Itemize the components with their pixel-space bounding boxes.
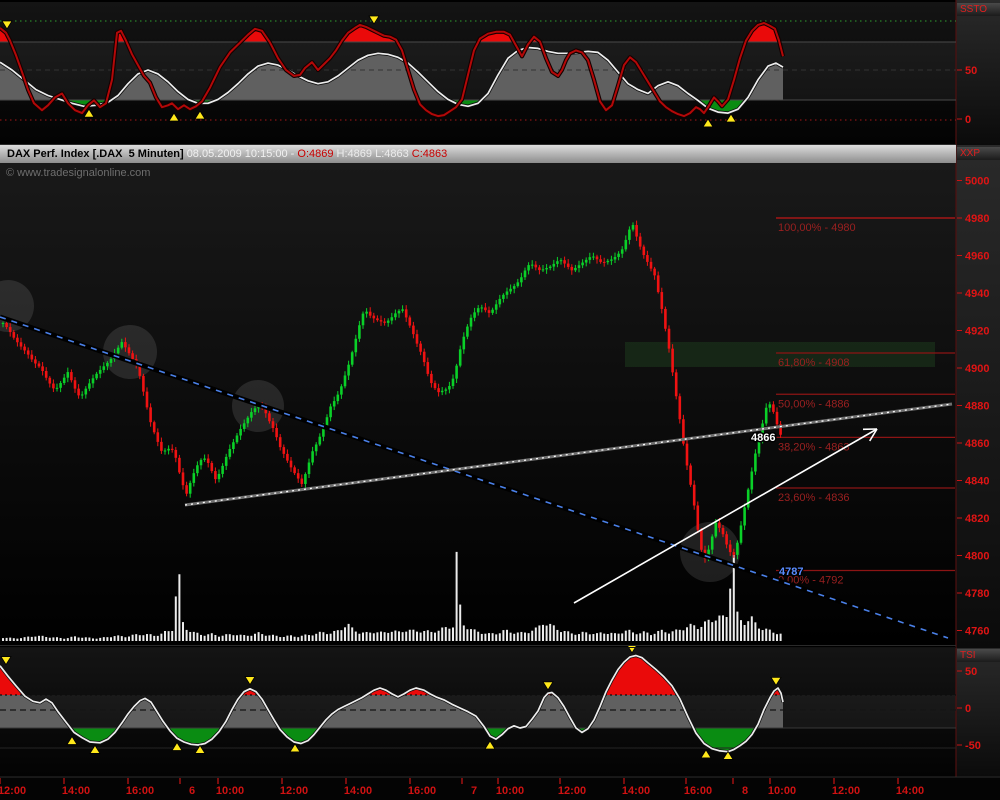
ssto-panel — [0, 15, 956, 128]
panel-header-ssto: SSTO — [957, 3, 1000, 16]
axis-label: 50 — [965, 65, 977, 77]
fib-label: 50,00% - 4886 — [778, 398, 850, 410]
axis-label: 4880 — [965, 401, 989, 413]
signal-triangle — [626, 644, 638, 654]
time-label: 14:00 — [896, 785, 924, 797]
signal-triangle — [194, 744, 206, 754]
time-label: 14:00 — [344, 785, 372, 797]
signal-triangle — [66, 735, 78, 745]
time-label: 6 — [189, 785, 195, 797]
signal-triangle — [83, 108, 95, 118]
axis-label: 4980 — [965, 213, 989, 225]
volume-layer — [2, 551, 782, 641]
time-label: 14:00 — [622, 785, 650, 797]
signal-triangle — [194, 110, 206, 120]
signal-triangle — [722, 750, 734, 760]
pivot-circle — [680, 522, 740, 582]
watermark: © www.tradesignalonline.com — [6, 167, 151, 179]
fib-label: 61,80% - 4908 — [778, 357, 850, 369]
fib-levels: 100,00% - 4980 61,80% - 4908 50,00% - 4886… — [776, 217, 955, 587]
trendlines-layer: 4866 4787 — [0, 314, 953, 641]
time-label: 12:00 — [832, 785, 860, 797]
time-label: 7 — [471, 785, 477, 797]
axis-label: 4800 — [965, 551, 989, 563]
axis-label: 4920 — [965, 326, 989, 338]
time-label: 16:00 — [126, 785, 154, 797]
time-label: 10:00 — [768, 785, 796, 797]
signal-triangle — [171, 741, 183, 751]
signal-triangle — [700, 749, 712, 759]
time-label: 14:00 — [62, 785, 90, 797]
fib-label: 38,20% - 4863 — [778, 441, 850, 453]
time-axis: 12:00 14:00 16:00 6 10:00 12:00 14:00 16:00 7 10:… — [0, 776, 1000, 800]
time-label: 10:00 — [216, 785, 244, 797]
signal-triangle — [702, 118, 714, 128]
time-label: 12:00 — [0, 785, 26, 797]
axis-label: 50 — [965, 666, 977, 678]
axis-label: 4760 — [965, 626, 989, 638]
fib-highlight-zone — [625, 342, 935, 367]
signal-triangle — [770, 676, 782, 687]
candles-layer — [1, 220, 782, 563]
time-label: 12:00 — [558, 785, 586, 797]
price-axis: 5000 4980 4960 4940 4920 4900 4880 4860 4840 4820… — [957, 176, 989, 638]
signal-triangle — [368, 15, 380, 25]
chart-title-bar[interactable]: DAX Perf. Index [.DAX 5 Minuten] 08.05.2… — [0, 145, 956, 163]
signal-triangle — [289, 743, 301, 753]
fib-label: 100,00% - 4980 — [778, 222, 856, 234]
title-segment: DAX Perf. Index [.DAX 5 Minuten] — [7, 148, 187, 160]
fib-label: 23,60% - 4836 — [778, 492, 850, 504]
title-segment: L:4863 — [375, 148, 412, 160]
axis-label: 0 — [965, 703, 971, 715]
ssto-axis: 50 0 — [957, 65, 977, 126]
axis-label: 4820 — [965, 513, 989, 525]
time-label: 16:00 — [408, 785, 436, 797]
time-label: 8 — [742, 785, 748, 797]
tsi-axis: 50 0 -50 — [957, 666, 981, 752]
time-label: 16:00 — [684, 785, 712, 797]
trendline-value-label: 4787 — [779, 566, 803, 578]
title-segment: C:4863 — [411, 148, 448, 160]
panel-header-tsi: TSI — [957, 649, 1000, 662]
signal-triangle — [244, 676, 256, 686]
signal-triangle — [168, 112, 180, 122]
signal-triangle — [542, 681, 554, 691]
axis-label: 4960 — [965, 251, 989, 263]
right-axis-gutter — [955, 0, 1000, 800]
axis-label: 4940 — [965, 288, 989, 300]
axis-label: 4900 — [965, 363, 989, 375]
tsi-panel — [0, 644, 956, 760]
signal-triangle — [484, 740, 496, 750]
axis-label: 5000 — [965, 176, 989, 188]
title-segment: 08.05.2009 10:15:00 - — [186, 148, 298, 160]
title-segment: O:4869 — [297, 148, 337, 160]
trendline-value-label: 4866 — [751, 432, 775, 444]
axis-label: 4780 — [965, 588, 989, 600]
time-label: 12:00 — [280, 785, 308, 797]
title-segment: H:4869 — [336, 148, 376, 160]
signal-triangle — [1, 20, 13, 30]
time-label: 10:00 — [496, 785, 524, 797]
signal-triangle — [725, 113, 737, 123]
axis-label: -50 — [965, 740, 981, 752]
separators — [0, 144, 956, 648]
axis-label: 0 — [965, 114, 971, 126]
axis-label: 4860 — [965, 438, 989, 450]
axis-label: 4840 — [965, 476, 989, 488]
panel-header-xxp: XXP — [957, 147, 1000, 160]
signal-triangle — [0, 656, 12, 666]
ascending-trendline[interactable] — [184, 402, 953, 507]
annotation-arrow[interactable] — [573, 428, 878, 604]
signal-triangle — [89, 744, 101, 754]
